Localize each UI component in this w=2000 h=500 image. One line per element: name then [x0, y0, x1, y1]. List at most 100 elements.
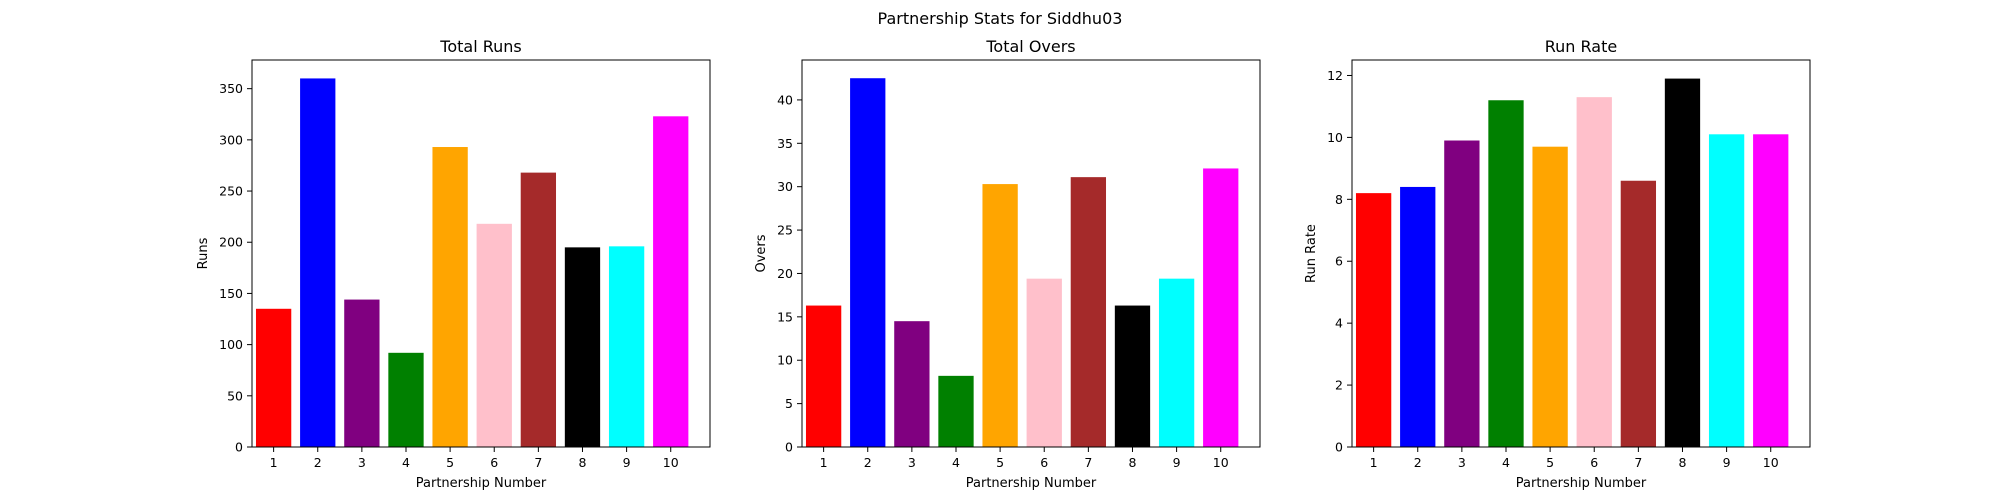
bar-3 [1444, 140, 1480, 447]
y-tick-label: 50 [227, 388, 243, 403]
y-tick-label: 350 [219, 81, 243, 96]
bar-6 [476, 223, 512, 447]
x-tick-label: 1 [270, 455, 278, 470]
bar-1 [805, 305, 842, 447]
y-tick-label: 300 [219, 132, 243, 147]
bar-7 [520, 172, 557, 447]
x-tick-label: 2 [314, 455, 322, 470]
chart-panel-2: 1 2 3 4 5 6 7 8 9 10 0 5 10 15 20 25 30 35 40 Total Overs Pa… [754, 37, 1261, 491]
x-tick-label: 5 [996, 455, 1004, 470]
y-axis-label: Runs [196, 237, 211, 269]
bar-4 [1488, 100, 1524, 447]
y-tick-label: 8 [1335, 192, 1343, 207]
bar-2 [850, 78, 886, 447]
x-tick-label: 10 [1763, 455, 1779, 470]
x-tick-label: 7 [534, 455, 542, 470]
figure-suptitle: Partnership Stats for Siddhu03 [878, 9, 1123, 28]
bar-10 [1203, 168, 1239, 447]
bar-5 [1532, 146, 1568, 447]
y-tick-label: 40 [777, 92, 793, 107]
bar-10 [1753, 134, 1789, 448]
bar-8 [564, 247, 601, 447]
y-tick-label: 12 [1327, 68, 1343, 83]
x-tick-label: 4 [402, 455, 410, 470]
x-axis-label: Partnership Number [966, 476, 1097, 491]
y-axis-label: Run Rate [1304, 224, 1319, 283]
bar-3 [344, 299, 380, 447]
y-tick-label: 20 [777, 266, 793, 281]
bar-8 [1114, 305, 1151, 447]
x-tick-label: 8 [1129, 455, 1137, 470]
bar-10 [653, 116, 689, 447]
x-tick-label: 1 [1370, 455, 1378, 470]
x-tick-label: 10 [663, 455, 679, 470]
chart-title: Run Rate [1545, 37, 1617, 56]
bar-1 [255, 308, 292, 447]
y-tick-label: 0 [1335, 440, 1343, 455]
x-tick-label: 3 [1458, 455, 1466, 470]
bar-6 [1576, 97, 1612, 448]
x-tick-label: 9 [1173, 455, 1181, 470]
bar-5 [982, 184, 1018, 447]
x-tick-label: 6 [1040, 455, 1048, 470]
bar-7 [1620, 180, 1657, 448]
x-tick-label: 6 [490, 455, 498, 470]
x-tick-label: 6 [1590, 455, 1598, 470]
bar-8 [1664, 78, 1701, 447]
x-axis-label: Partnership Number [416, 476, 547, 491]
bar-9 [1158, 278, 1195, 447]
x-tick-label: 4 [1502, 455, 1510, 470]
x-tick-label: 2 [864, 455, 872, 470]
x-tick-label: 1 [820, 455, 828, 470]
y-tick-label: 10 [1327, 130, 1343, 145]
axes-frame [801, 59, 1261, 448]
y-tick-label: 35 [777, 136, 793, 151]
y-tick-label: 2 [1335, 378, 1343, 393]
x-tick-label: 3 [908, 455, 916, 470]
x-tick-label: 8 [1679, 455, 1687, 470]
bar-5 [432, 147, 468, 447]
chart-title: Total Runs [439, 37, 521, 56]
x-tick-label: 2 [1414, 455, 1422, 470]
y-tick-label: 30 [777, 179, 793, 194]
bar-4 [388, 352, 424, 447]
axes-frame [1351, 59, 1811, 448]
x-tick-label: 7 [1634, 455, 1642, 470]
x-tick-label: 5 [1546, 455, 1554, 470]
x-tick-label: 8 [579, 455, 587, 470]
y-tick-label: 0 [785, 440, 793, 455]
bar-2 [300, 78, 336, 448]
y-tick-label: 250 [219, 184, 243, 199]
x-tick-label: 4 [952, 455, 960, 470]
bar-3 [894, 321, 930, 447]
x-tick-label: 9 [1723, 455, 1731, 470]
bar-9 [1708, 134, 1745, 448]
chart-title: Total Overs [985, 37, 1075, 56]
y-tick-label: 10 [777, 353, 793, 368]
y-tick-label: 100 [219, 337, 243, 352]
y-tick-label: 15 [777, 309, 793, 324]
x-tick-label: 7 [1084, 455, 1092, 470]
bar-1 [1355, 193, 1392, 447]
x-tick-label: 3 [358, 455, 366, 470]
y-tick-label: 6 [1335, 254, 1343, 269]
y-tick-label: 5 [785, 396, 793, 411]
bar-2 [1400, 186, 1436, 447]
x-tick-label: 10 [1213, 455, 1229, 470]
y-tick-label: 150 [219, 286, 243, 301]
axes-frame [251, 59, 711, 448]
x-tick-label: 5 [446, 455, 454, 470]
bar-4 [938, 375, 974, 447]
y-tick-label: 4 [1335, 316, 1343, 331]
x-axis-label: Partnership Number [1516, 476, 1647, 491]
y-tick-label: 200 [219, 235, 243, 250]
bar-6 [1026, 278, 1062, 447]
x-tick-label: 9 [623, 455, 631, 470]
bar-9 [608, 246, 645, 447]
y-tick-label: 0 [235, 440, 243, 455]
bar-7 [1070, 177, 1107, 447]
y-axis-label: Overs [754, 234, 769, 272]
